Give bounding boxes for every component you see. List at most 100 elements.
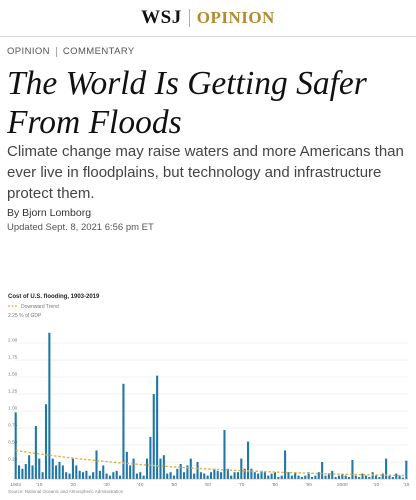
- bar-1956: [193, 473, 196, 479]
- bar-1974: [253, 472, 256, 479]
- byline: By Bjorn Lomborg: [7, 207, 91, 219]
- y-tick-label: 1.50: [8, 372, 18, 378]
- bar-1919: [68, 473, 71, 479]
- bar-1909: [34, 425, 37, 479]
- bar-1918: [65, 472, 68, 479]
- bar-1906: [24, 464, 27, 479]
- bar-1939: [135, 473, 138, 479]
- bar-1985: [290, 475, 293, 479]
- bar-1914: [51, 458, 54, 479]
- bar-1927: [95, 450, 98, 479]
- x-tick-label: '20: [70, 482, 77, 488]
- bar-1953: [183, 472, 186, 479]
- bar-1975: [257, 473, 260, 479]
- bar-1964: [220, 472, 223, 479]
- legend-trend-label: Downward Trend: [21, 304, 59, 310]
- bar-1952: [179, 464, 182, 479]
- bar-1960: [206, 475, 209, 479]
- bars: [14, 332, 408, 479]
- bar-1911: [41, 472, 44, 479]
- bar-2000: [341, 473, 344, 479]
- bar-1977: [263, 472, 266, 479]
- bar-2018: [401, 477, 404, 479]
- breadcrumb-section[interactable]: OPINION: [7, 46, 50, 57]
- bar-1988: [300, 476, 303, 479]
- bar-1957: [196, 462, 199, 479]
- article-dek: Climate change may raise waters and more…: [7, 143, 404, 202]
- bar-1931: [108, 475, 112, 479]
- bar-2001: [344, 475, 347, 479]
- chart-svg: Cost of U.S. flooding, 1903-2019 Downwar…: [8, 294, 410, 494]
- bar-2019: [405, 460, 408, 479]
- bar-1929: [102, 465, 105, 479]
- bar-1979: [270, 473, 273, 479]
- bar-1907: [28, 455, 31, 479]
- bar-1904: [18, 465, 21, 479]
- bar-1943: [149, 436, 152, 479]
- bar-1921: [75, 465, 78, 479]
- bar-1923: [81, 472, 85, 479]
- bar-1971: [243, 468, 246, 479]
- wsj-logo[interactable]: WSJ: [141, 7, 182, 28]
- bar-2017: [398, 475, 401, 479]
- bar-2002: [348, 476, 351, 479]
- bar-1951: [176, 468, 179, 479]
- bar-1990: [307, 472, 310, 479]
- bar-1945: [156, 375, 159, 479]
- bar-1970: [240, 458, 243, 479]
- bar-2007: [364, 475, 367, 479]
- bar-1982: [280, 475, 283, 479]
- bar-1955: [189, 458, 192, 479]
- bar-1983: [284, 450, 287, 479]
- x-tick-label: '70: [238, 482, 245, 488]
- x-tick-label: '80: [272, 482, 279, 488]
- bar-1941: [142, 475, 145, 479]
- bar-1995: [324, 475, 327, 479]
- bar-1930: [105, 473, 108, 479]
- bar-1989: [304, 475, 307, 479]
- bar-1997: [331, 470, 334, 479]
- x-tick-label: 2000: [337, 482, 348, 488]
- bar-1903: [14, 412, 17, 479]
- bar-1917: [61, 465, 64, 479]
- y-tick-label: 0.75: [8, 423, 18, 429]
- bar-1940: [139, 472, 142, 479]
- bar-1968: [233, 472, 236, 479]
- x-tick-label: '10: [373, 482, 380, 488]
- author-link[interactable]: By Bjorn Lomborg: [7, 207, 92, 219]
- bar-1976: [260, 470, 263, 479]
- bar-1932: [112, 472, 115, 479]
- bar-1938: [132, 458, 135, 479]
- x-tick-label: '10: [36, 482, 43, 488]
- bar-1946: [159, 458, 162, 479]
- bar-1936: [125, 451, 128, 479]
- chart-title: Cost of U.S. flooding, 1903-2019: [8, 294, 100, 300]
- bar-1998: [334, 476, 337, 479]
- bar-1915: [55, 465, 58, 479]
- bar-1994: [321, 462, 324, 479]
- bar-2006: [361, 473, 364, 479]
- bar-1980: [273, 472, 277, 479]
- bar-1920: [71, 458, 74, 479]
- bar-1958: [199, 472, 202, 479]
- bar-1912: [44, 404, 48, 479]
- breadcrumb-category[interactable]: COMMENTARY: [62, 46, 135, 57]
- grid: 2.00 1.75 1.50 1.25 1.00 0.75 0.50 0.25: [8, 338, 408, 463]
- bar-1922: [78, 470, 81, 479]
- x-tick-label: '30: [103, 482, 110, 488]
- bar-1950: [172, 475, 175, 479]
- bar-1926: [92, 472, 95, 479]
- bar-1959: [203, 473, 206, 479]
- trend-line: [15, 449, 407, 477]
- bar-2005: [358, 476, 361, 479]
- bar-1963: [216, 470, 219, 479]
- chart-source: Source: National Oceanic and Atmospheric…: [8, 489, 124, 494]
- flood-cost-chart: Cost of U.S. flooding, 1903-2019 Downwar…: [0, 286, 416, 500]
- bar-1905: [21, 468, 24, 479]
- opinion-section-logo[interactable]: OPINION: [196, 8, 275, 27]
- bar-1961: [209, 472, 213, 479]
- bar-1965: [223, 430, 226, 479]
- bar-1987: [297, 475, 300, 479]
- bar-1937: [129, 465, 132, 479]
- bar-1981: [277, 476, 280, 479]
